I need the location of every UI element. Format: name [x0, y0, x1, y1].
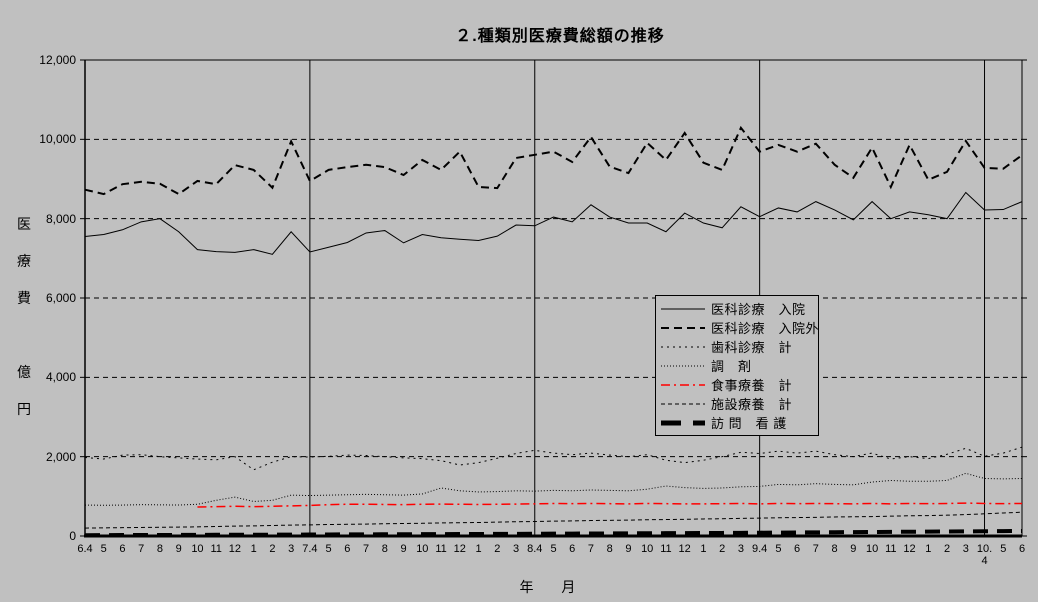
legend-line-sample: [661, 346, 705, 347]
legend-item: 歯科診療 計: [660, 338, 814, 355]
legend-label: 調 剤: [711, 359, 752, 374]
x-axis-tick-label: 6: [344, 543, 351, 555]
x-axis-tick-label: 3: [288, 543, 295, 555]
y-axis-tick-label: 2,000: [45, 449, 76, 464]
x-axis-tick-label: 5: [550, 543, 557, 555]
legend: 医科診療 入院 医科診療 入院外 歯科診療 計調 剤食事療養 計施設療養 計訪 問 …: [655, 295, 819, 436]
legend-label: 歯科診療 計: [711, 340, 793, 355]
x-axis-tick-label: 2: [719, 543, 726, 555]
x-axis-tick-label: 9: [175, 543, 182, 555]
x-axis-tick-label: 5: [775, 543, 782, 555]
legend-item: 施設療養 計: [660, 395, 814, 412]
x-axis-tick-label: 6: [1018, 543, 1026, 555]
x-axis-tick-label: 11: [660, 543, 672, 555]
series-line: [84, 446, 1023, 471]
legend-item: 医科診療 入院外: [660, 319, 819, 336]
y-axis-tick-label: 4,000: [45, 370, 76, 385]
legend-label: 施設療養 計: [711, 397, 793, 412]
series-line: [84, 528, 1023, 538]
x-axis-tick-label: 9: [850, 543, 857, 555]
x-axis-tick-label: 7: [812, 543, 819, 555]
x-axis-tick-label: 2: [943, 543, 951, 555]
x-axis-tick-label: 6.4: [77, 543, 93, 555]
x-axis-tick-label: 10: [865, 543, 879, 555]
y-axis-tick-label: 6,000: [45, 291, 76, 305]
x-axis-tick-label: 12: [228, 543, 242, 555]
series-line: [84, 472, 1023, 506]
x-axis-tick-label: 12: [678, 543, 691, 555]
series-line: [84, 125, 1023, 196]
y-axis-tick-label: 10,000: [39, 132, 76, 147]
chart-title: ２.種類別医療費総額の推移: [455, 28, 665, 45]
x-axis-tick-label: 6: [569, 543, 576, 555]
x-axis-tick-label: 2: [494, 543, 501, 555]
x-axis-tick-label: 7.4: [302, 543, 318, 555]
y-axis-tick-label: 0: [69, 529, 76, 543]
x-axis-tick-label: 2: [269, 543, 276, 555]
x-axis-tick-label: 8: [606, 543, 613, 555]
legend-line-sample: [661, 365, 705, 366]
x-axis-tick-label: 10: [191, 543, 204, 555]
x-axis-tick-label: 5: [325, 543, 332, 555]
legend-item: 食事療養 計: [660, 376, 814, 393]
x-axis-tick-label: 11: [435, 543, 447, 555]
x-axis-tick-label: 8.4: [527, 543, 543, 555]
x-axis-tick-label: 1: [925, 543, 932, 555]
legend-item: 医科診療 入院: [660, 300, 814, 317]
x-axis-tick-label: 1: [475, 543, 482, 555]
x-axis-tick-label: 5: [100, 543, 107, 555]
x-axis-tick-label: 8: [381, 543, 388, 555]
legend-line-sample: [661, 308, 705, 309]
x-axis-tick-label: 7: [138, 543, 145, 555]
series-line: [197, 502, 1023, 508]
x-axis-title: 年 月: [519, 579, 588, 595]
y-axis-tick-label: 8,000: [45, 211, 76, 226]
x-axis-tick-label: 9: [625, 543, 632, 555]
series-line: [84, 511, 1023, 529]
legend-line-sample: [661, 420, 705, 425]
legend-line-sample: [661, 383, 705, 386]
x-axis-tick-label: 5: [1000, 543, 1007, 555]
legend-line-sample: [661, 403, 705, 404]
x-axis-tick-label: 11: [210, 543, 222, 555]
x-axis-tick-label: 3: [962, 543, 969, 555]
x-axis-tick-label: 7: [363, 543, 370, 555]
y-axis-title: 医 療 費 億 円: [17, 216, 31, 417]
x-axis-tick-label: 9: [400, 543, 407, 555]
x-axis-tick-label: 6: [119, 543, 126, 555]
y-axis-tick-label: 12,000: [39, 53, 76, 67]
legend-item: 調 剤: [660, 357, 814, 374]
x-axis-tick-label: 8: [831, 543, 838, 555]
legend-line-sample: [661, 326, 705, 329]
x-axis-tick-label: 1: [250, 543, 257, 555]
legend-label: 訪 問 看 護: [711, 416, 787, 431]
x-axis-tick-label: 6: [794, 543, 801, 555]
x-axis-tick-label: 3: [737, 543, 744, 555]
legend-item: 訪 問 看 護: [660, 414, 814, 431]
x-axis-tick-label: 10: [416, 543, 429, 555]
x-axis-tick-label: 10: [641, 543, 654, 555]
x-axis-tick-label: 3: [512, 543, 520, 555]
legend-label: 医科診療 入院外: [711, 321, 820, 336]
x-axis-tick-label: 11: [885, 543, 897, 555]
x-axis-tick-label: 10. 4: [976, 543, 993, 567]
x-axis-tick-label: 9.4: [751, 543, 768, 555]
legend-label: 医科診療 入院: [711, 302, 806, 317]
series-line: [84, 191, 1023, 255]
x-axis-tick-label: 12: [453, 543, 466, 555]
x-axis-tick-label: 1: [700, 543, 707, 555]
x-axis-tick-label: 8: [156, 543, 164, 555]
x-axis-tick-label: 7: [587, 543, 595, 555]
x-axis-tick-label: 12: [903, 543, 916, 555]
legend-label: 食事療養 計: [711, 378, 793, 393]
